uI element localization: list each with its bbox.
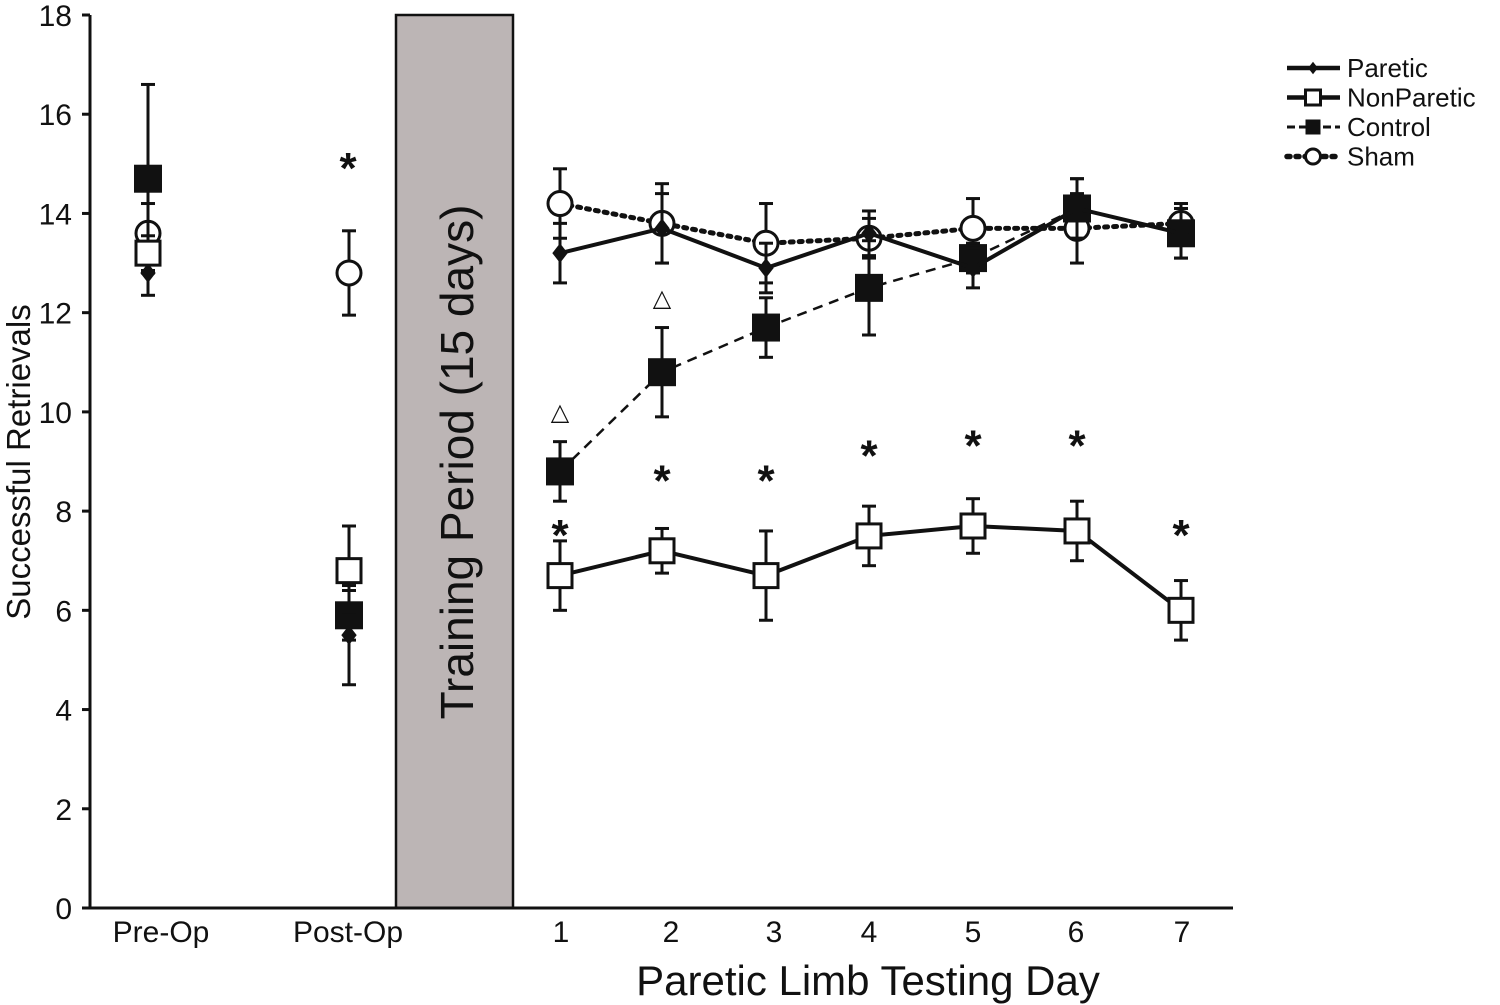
significance-star: * — [1172, 511, 1190, 560]
data-point-marker — [855, 273, 883, 302]
data-point-marker — [1304, 88, 1322, 107]
data-point-marker — [965, 258, 981, 278]
significance-star: * — [757, 456, 775, 505]
data-point-marker — [1305, 119, 1321, 135]
x-tick-label: 2 — [663, 916, 680, 949]
significance-star: * — [339, 144, 357, 193]
data-point-marker — [648, 537, 676, 565]
x-tick-label: 4 — [861, 916, 878, 949]
significance-triangle: △ — [551, 399, 570, 426]
y-tick-label: 0 — [55, 893, 72, 926]
x-tick-label: 7 — [1174, 916, 1191, 949]
data-point-marker — [648, 358, 676, 387]
data-point-marker — [546, 190, 574, 218]
data-point-marker — [1304, 147, 1322, 166]
y-tick-label: 16 — [39, 99, 72, 132]
significance-star: * — [964, 422, 982, 471]
x-axis-label: Paretic Limb Testing Day — [636, 957, 1100, 1004]
data-point-marker — [861, 223, 877, 244]
x-tick-label: Pre-Op — [113, 916, 210, 949]
data-point-marker — [959, 512, 987, 540]
data-point-marker — [546, 457, 574, 486]
series-nonparetic — [134, 234, 1195, 642]
y-axis-ticks: 0 2 4 6 8 10 12 14 16 18 — [39, 0, 90, 926]
data-point-marker — [758, 258, 774, 278]
data-point-marker — [1173, 223, 1189, 244]
series-paretic — [140, 177, 1189, 687]
y-tick-label: 8 — [55, 496, 72, 529]
y-axis-label: Successful Retrievals — [0, 304, 37, 619]
x-axis-ticks: Pre-Op Post-Op 1 2 3 4 5 6 7 — [113, 916, 1191, 949]
y-tick-label: 6 — [55, 595, 72, 628]
legend-label: Sham — [1347, 142, 1415, 172]
data-point-marker — [752, 562, 780, 590]
y-tick-label: 18 — [39, 0, 72, 33]
data-point-marker — [1308, 61, 1318, 75]
legend-label: Control — [1347, 112, 1431, 142]
x-tick-label: 3 — [766, 916, 783, 949]
y-tick-label: 4 — [55, 695, 72, 728]
data-point-marker — [552, 243, 568, 264]
y-tick-label: 12 — [39, 298, 72, 331]
series-layer — [134, 82, 1195, 687]
data-point-marker — [335, 557, 363, 585]
y-tick-label: 10 — [39, 397, 72, 430]
x-tick-label: 1 — [553, 916, 570, 949]
significance-star: * — [653, 456, 671, 505]
data-point-marker — [134, 239, 162, 267]
data-point-marker — [654, 218, 670, 239]
data-point-marker — [1069, 198, 1085, 219]
x-tick-label: 5 — [965, 916, 982, 949]
data-point-marker — [1063, 517, 1091, 545]
data-point-marker — [134, 164, 162, 193]
data-point-marker — [1167, 596, 1195, 624]
data-point-marker — [546, 562, 574, 590]
legend-label: Paretic — [1347, 53, 1428, 83]
significance-triangle: △ — [653, 285, 672, 312]
significance-annotations: * * * * * * * * △ △ — [339, 144, 1190, 560]
data-point-marker — [341, 625, 357, 646]
data-point-marker — [752, 313, 780, 342]
training-period-band — [394, 13, 515, 910]
data-point-marker — [959, 214, 987, 242]
x-tick-label: 6 — [1068, 916, 1085, 949]
significance-star: * — [1068, 422, 1086, 471]
y-tick-label: 2 — [55, 794, 72, 827]
data-point-marker — [140, 263, 156, 283]
training-period-label: Training Period (15 days) — [431, 205, 483, 720]
data-point-marker — [335, 259, 363, 287]
y-tick-label: 14 — [39, 198, 72, 231]
significance-star: * — [551, 511, 569, 560]
significance-star: * — [860, 432, 878, 481]
x-tick-label: Post-Op — [293, 916, 403, 949]
legend-label: NonParetic — [1347, 83, 1476, 113]
data-point-marker — [855, 522, 883, 550]
